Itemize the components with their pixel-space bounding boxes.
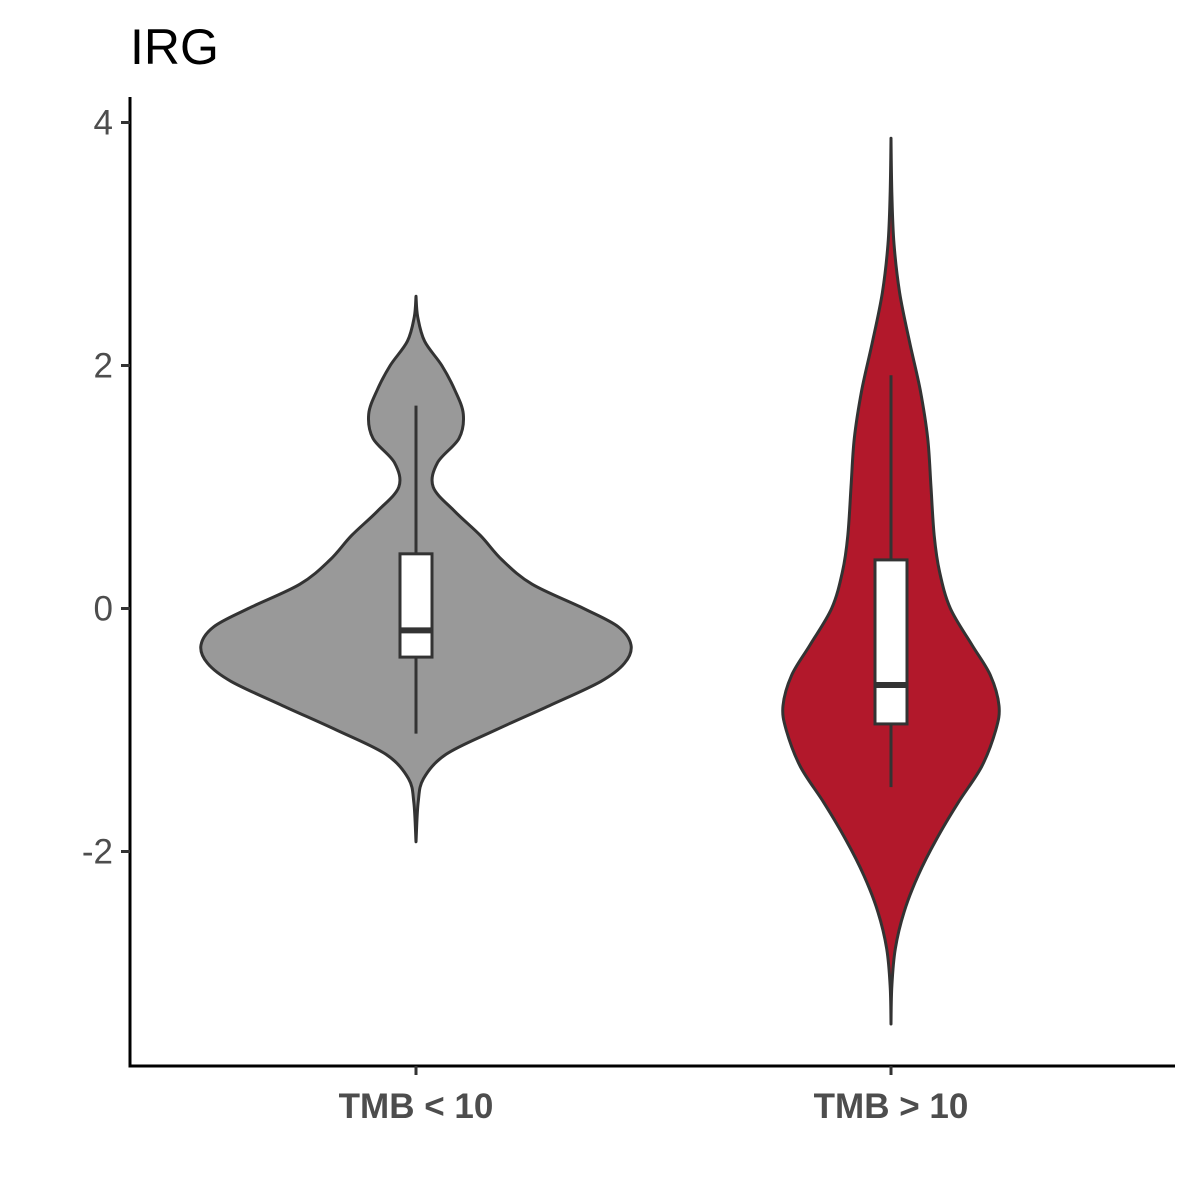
plot-area [199,136,1001,1026]
box-group-2 [873,558,909,726]
box-group-1 [398,552,434,659]
x-tick-label: TMB < 10 [339,1087,494,1126]
axes: -2 0 2 4 TMB < 10 TMB > 10 [82,97,1175,1126]
x-tick-label: TMB > 10 [814,1087,969,1126]
y-tick-label: 0 [94,590,113,629]
chart-title: IRG [130,19,219,75]
y-tick-label: 4 [94,104,113,143]
y-tick-label: -2 [82,833,113,872]
y-tick-label: 2 [94,347,113,386]
